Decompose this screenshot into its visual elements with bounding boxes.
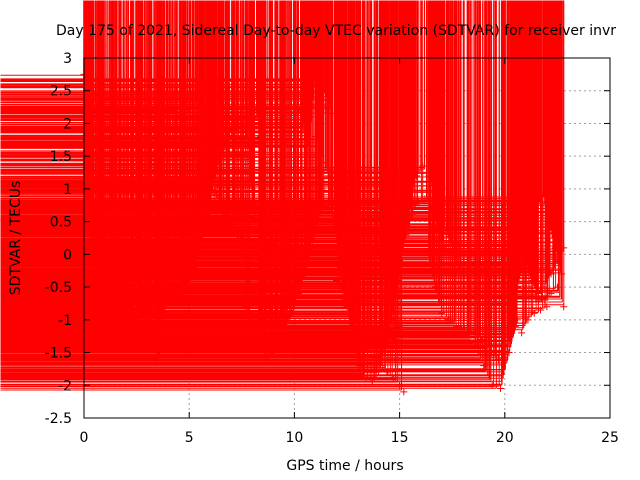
x-axis-label: GPS time / hours: [286, 458, 403, 474]
y-tick-label: 3: [63, 51, 72, 67]
y-axis-label: SDTVAR / TECUs: [8, 181, 24, 296]
series-track: [0, 0, 551, 337]
x-tick-label: 0: [80, 430, 89, 446]
y-tick-label: -1.5: [45, 346, 72, 362]
x-tick-label: 15: [391, 430, 409, 446]
y-tick-label: -2: [58, 378, 72, 394]
data-point: [400, 388, 408, 396]
x-tick-label: 25: [601, 430, 619, 446]
y-tick-label: -0.5: [45, 280, 72, 296]
data-point: [518, 329, 526, 337]
data-point: [497, 385, 505, 393]
y-tick-label: 0.5: [50, 215, 72, 231]
series-track-markers: [0, 0, 546, 331]
y-tick-label: 2: [63, 116, 72, 132]
plot-frame: [83, 57, 611, 419]
y-tick-label: 0: [63, 247, 72, 263]
x-tick-label: 10: [285, 430, 303, 446]
y-tick-label: 1: [63, 182, 72, 198]
data-point: [543, 303, 551, 311]
x-tick-label: 20: [496, 430, 514, 446]
y-tick-label: 1.5: [50, 149, 72, 165]
x-tick-label: 5: [185, 430, 194, 446]
data-points: [0, 0, 568, 396]
y-tick-label: -2.5: [45, 411, 72, 427]
y-tick-label: -1: [58, 313, 72, 329]
axis-ticks: 0 5 10 15 20 25 -2.5 -2 -1.5 -1 -0.5 0 0.5 1 1.5 2 2.5 3: [45, 51, 619, 446]
data-point: [494, 355, 502, 363]
chart-title: Day 175 of 2021, Sidereal Day-to-day VTE…: [56, 23, 616, 39]
data-point: [469, 329, 477, 337]
y-tick-label: 2.5: [50, 84, 72, 100]
